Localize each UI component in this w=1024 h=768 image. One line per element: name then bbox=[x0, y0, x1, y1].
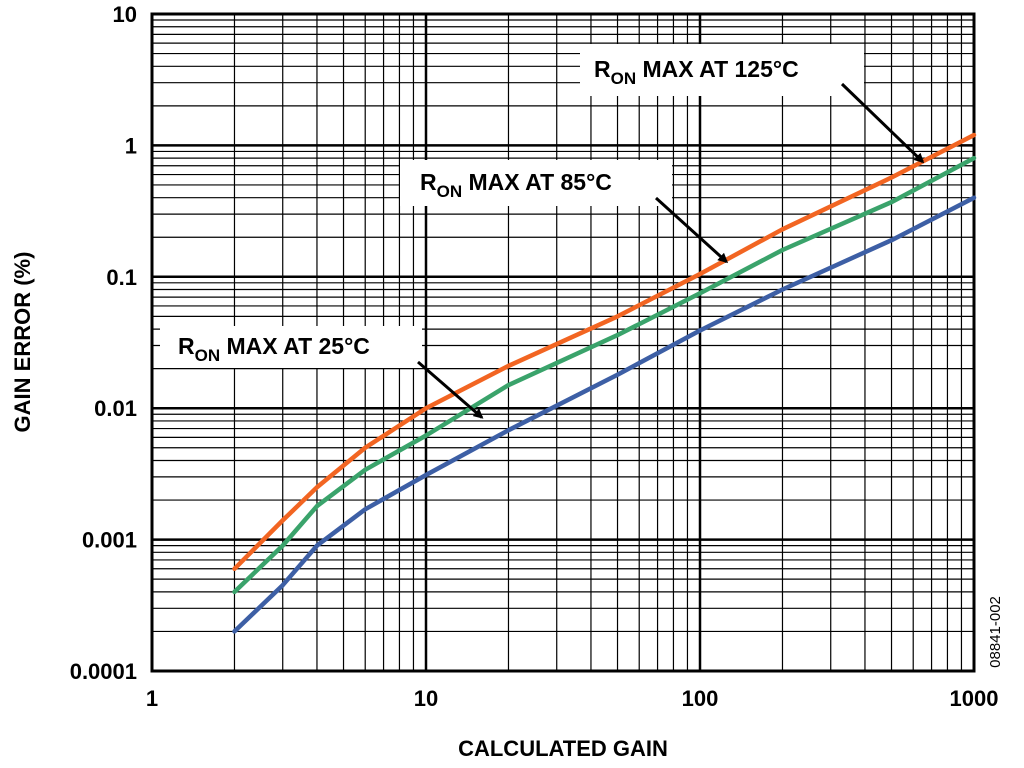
x-tick-label: 1 bbox=[146, 686, 158, 711]
annotation-box bbox=[160, 326, 422, 368]
x-tick-label: 100 bbox=[682, 686, 719, 711]
series-layer bbox=[232, 132, 977, 634]
annotation-layer: RON MAX AT 125°C RON MAX AT 85°C RON MAX A… bbox=[160, 44, 925, 419]
y-tick-labels: 0.0001 0.001 0.01 0.1 1 10 bbox=[70, 2, 137, 684]
x-axis-title: CALCULATED GAIN bbox=[458, 736, 668, 761]
annotation-1: RON MAX AT 85°C bbox=[400, 160, 729, 264]
series-line-0 bbox=[232, 132, 977, 572]
annotation-arrow bbox=[417, 360, 484, 419]
y-axis-title: GAIN ERROR (%) bbox=[10, 252, 35, 433]
annotation-arrow bbox=[654, 196, 729, 264]
y-tick-label: 0.001 bbox=[82, 528, 137, 553]
series-line-2 bbox=[232, 195, 977, 634]
x-tick-labels: 1 10 100 1000 bbox=[146, 686, 999, 711]
plot-frame bbox=[150, 12, 976, 673]
annotation-box bbox=[400, 160, 672, 206]
annotation-label: RON MAX AT 125°C bbox=[594, 56, 799, 88]
annotation-box bbox=[580, 44, 864, 96]
y-tick-label: 0.1 bbox=[106, 265, 137, 290]
annotation-2: RON MAX AT 25°C bbox=[160, 326, 484, 419]
y-tick-label: 1 bbox=[125, 133, 137, 158]
annotation-0: RON MAX AT 125°C bbox=[580, 44, 925, 164]
annotation-arrow bbox=[840, 82, 925, 164]
y-tick-label: 0.0001 bbox=[70, 659, 137, 684]
x-tick-label: 10 bbox=[414, 686, 438, 711]
y-tick-label: 0.01 bbox=[94, 396, 137, 421]
x-tick-label: 1000 bbox=[950, 686, 999, 711]
series-line-1 bbox=[232, 155, 977, 595]
figure-id: 08841-002 bbox=[987, 596, 1004, 668]
y-tick-label: 10 bbox=[113, 2, 137, 27]
annotation-label: RON MAX AT 85°C bbox=[420, 169, 612, 201]
annotation-label: RON MAX AT 25°C bbox=[178, 333, 370, 365]
